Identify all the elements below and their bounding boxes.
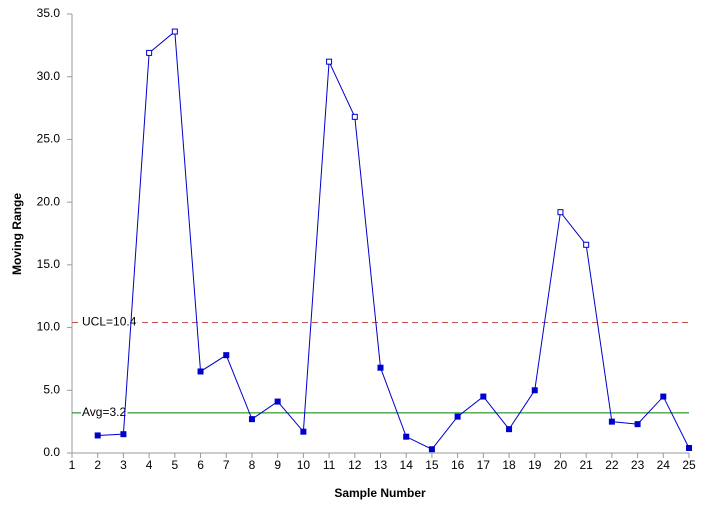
x-tick-label: 9	[274, 458, 281, 472]
y-tick-label: 25.0	[37, 132, 61, 146]
x-tick-label: 14	[400, 458, 414, 472]
x-tick-label: 12	[348, 458, 362, 472]
point-marker	[531, 387, 538, 394]
y-tick-label: 10.0	[37, 320, 61, 334]
x-tick-label: 16	[451, 458, 465, 472]
x-tick-label: 18	[502, 458, 516, 472]
x-tick-label: 3	[120, 458, 127, 472]
point-marker	[248, 416, 255, 423]
point-marker	[300, 428, 307, 435]
point-marker	[686, 444, 692, 451]
point-marker	[146, 49, 153, 56]
x-tick-label: 5	[171, 458, 178, 472]
point-marker	[326, 58, 333, 65]
point-marker	[480, 393, 487, 400]
y-tick-label: 15.0	[37, 257, 61, 271]
x-tick-label: 25	[682, 458, 696, 472]
point-marker	[403, 433, 410, 440]
x-tick-label: 21	[579, 458, 593, 472]
y-tick-label: 30.0	[37, 69, 61, 83]
point-marker	[94, 432, 101, 439]
point-marker	[634, 421, 641, 428]
x-tick-label: 15	[425, 458, 439, 472]
x-tick-label: 11	[323, 458, 336, 472]
y-tick-label: 5.0	[43, 382, 60, 396]
x-tick-label: 24	[657, 458, 671, 472]
x-axis-title: Sample Number	[334, 486, 426, 500]
point-marker	[660, 393, 667, 400]
point-marker	[506, 426, 513, 433]
y-tick-label: 20.0	[37, 194, 61, 208]
x-tick-label: 23	[631, 458, 645, 472]
label-background	[81, 314, 138, 329]
x-tick-label: 1	[69, 458, 76, 472]
x-tick-label: 10	[297, 458, 311, 472]
point-marker	[454, 413, 461, 420]
reference-label: UCL=10.4	[82, 315, 137, 329]
point-marker	[171, 28, 178, 35]
y-axis-title: Moving Range	[10, 193, 24, 275]
point-marker	[583, 241, 590, 248]
x-tick-label: 4	[146, 458, 153, 472]
x-tick-label: 2	[94, 458, 101, 472]
x-tick-label: 20	[554, 458, 568, 472]
point-marker	[197, 368, 204, 375]
point-marker	[557, 209, 564, 216]
reference-label: Avg=3.2	[82, 405, 126, 419]
point-marker	[223, 352, 230, 359]
x-tick-label: 19	[528, 458, 542, 472]
series-line	[97, 30, 690, 450]
point-marker	[274, 398, 281, 405]
y-tick-label: 0.0	[43, 445, 60, 459]
point-marker	[608, 418, 615, 425]
x-tick-label: 13	[374, 458, 388, 472]
point-marker	[120, 431, 127, 438]
point-marker	[377, 364, 384, 371]
x-tick-label: 22	[605, 458, 619, 472]
label-background	[81, 405, 128, 420]
x-tick-label: 6	[197, 458, 204, 472]
x-tick-label: 7	[223, 458, 230, 472]
x-tick-label: 17	[477, 458, 491, 472]
point-marker	[351, 113, 358, 120]
point-marker	[428, 446, 435, 453]
y-tick-label: 35.0	[37, 6, 61, 20]
x-tick-label: 8	[249, 458, 256, 472]
